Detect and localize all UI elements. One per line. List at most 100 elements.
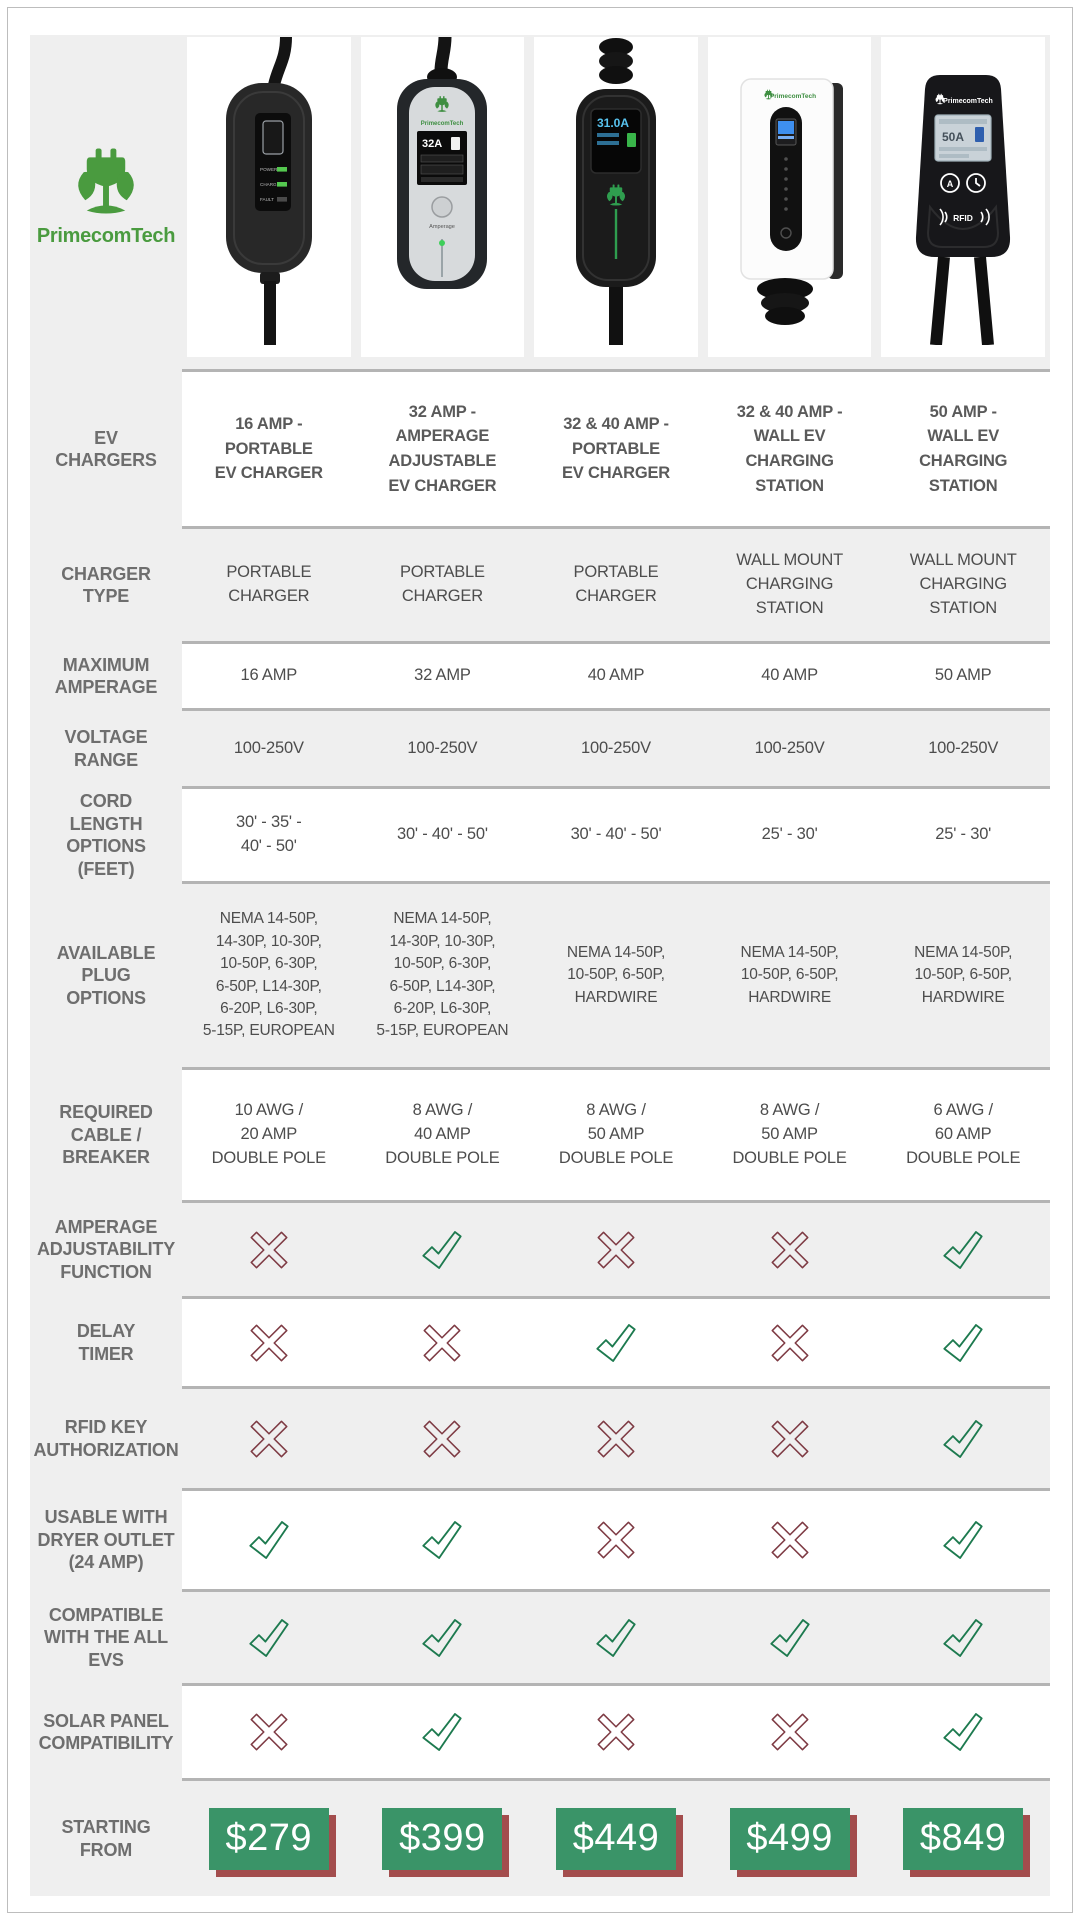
check-icon <box>593 1320 639 1366</box>
cross-icon <box>769 1322 811 1364</box>
spec-value: 8 AWG / 50 AMP DOUBLE POLE <box>732 1101 847 1167</box>
spec-value: NEMA 14-50P, 14-30P, 10-30P, 10-50P, 6-3… <box>202 910 335 1040</box>
cross-icon <box>769 1711 811 1753</box>
product5-rfid-label: RFID <box>953 213 973 223</box>
row-label: AMPERAGE ADJUSTABILITY FUNCTION <box>30 1203 182 1296</box>
row-label: COMPATIBLE WITH THE ALL EVS <box>30 1592 182 1683</box>
check-icon <box>767 1615 813 1661</box>
check-icon <box>419 1227 465 1273</box>
feature-cell <box>182 1299 356 1386</box>
cross-icon <box>595 1229 637 1271</box>
check-icon <box>940 1517 986 1563</box>
spec-value: 25' - 30' <box>935 825 992 844</box>
cross-icon <box>769 1229 811 1271</box>
spec-value: WALL MOUNT CHARGING STATION <box>909 551 1017 617</box>
row-label: DELAY TIMER <box>30 1296 182 1389</box>
table-row-cord-length: CORD LENGTH OPTIONS (FEET) 30' - 35' - 4… <box>30 786 1050 884</box>
feature-mark <box>419 1709 465 1755</box>
spec-value: WALL MOUNT CHARGING STATION <box>736 551 843 617</box>
table-row-solar: SOLAR PANEL COMPATIBILITY <box>30 1683 1050 1781</box>
feature-mark <box>593 1615 639 1661</box>
cross-icon <box>421 1418 463 1460</box>
feature-mark <box>246 1517 292 1563</box>
feature-cell <box>356 1592 530 1683</box>
product2-screen-amps: 32A <box>422 138 442 150</box>
spec-value: 30' - 40' - 50' <box>570 825 662 844</box>
spec-value: 8 AWG / 40 AMP DOUBLE POLE <box>385 1101 500 1167</box>
spec-value: NEMA 14-50P, 10-50P, 6-50P, HARDWIRE <box>566 943 666 1006</box>
feature-cell <box>356 1389 530 1488</box>
cross-icon <box>248 1418 290 1460</box>
price-cell: $399 <box>356 1781 530 1896</box>
brand-logo: PrimecomTech <box>30 35 182 357</box>
feature-cell <box>703 1592 877 1683</box>
check-icon <box>246 1615 292 1661</box>
feature-mark <box>421 1322 463 1364</box>
price-badge: $499 <box>729 1807 850 1870</box>
led-label-power: POWER <box>260 167 278 172</box>
check-icon <box>246 1517 292 1563</box>
feature-cell <box>876 1491 1050 1589</box>
product-image-3: 31.0A <box>534 37 698 357</box>
feature-cell <box>529 1592 703 1683</box>
table-row-voltage: VOLTAGE RANGE 100-250V 100-250V 100-250V… <box>30 711 1050 786</box>
feature-mark <box>940 1227 986 1273</box>
feature-mark <box>769 1418 811 1460</box>
feature-cell <box>529 1491 703 1589</box>
table-row-dryer-outlet: USABLE WITH DRYER OUTLET (24 AMP) <box>30 1488 1050 1592</box>
check-icon <box>419 1615 465 1661</box>
spec-value: 16 AMP <box>240 666 298 685</box>
price-badge: $399 <box>382 1807 503 1870</box>
check-icon <box>419 1709 465 1755</box>
cross-icon <box>248 1322 290 1364</box>
feature-mark <box>595 1418 637 1460</box>
product-title: 32 AMP - AMPERAGE ADJUSTABLE EV CHARGER <box>388 402 497 495</box>
feature-cell <box>529 1299 703 1386</box>
check-icon <box>940 1416 986 1462</box>
feature-mark <box>419 1615 465 1661</box>
table-row-rfid: RFID KEY AUTHORIZATION <box>30 1389 1050 1488</box>
cross-icon <box>421 1322 463 1364</box>
check-icon <box>940 1227 986 1273</box>
spec-value: 6 AWG / 60 AMP DOUBLE POLE <box>906 1101 1021 1167</box>
cross-icon <box>769 1418 811 1460</box>
price-badge: $449 <box>555 1807 676 1870</box>
row-label: EV CHARGERS <box>30 369 182 529</box>
table-row-price: STARTING FROM $279 $399 $449 $499 $849 <box>30 1781 1050 1896</box>
product4-brand: PrimecomTech <box>770 93 816 100</box>
brand-name: PrimecomTech <box>36 224 176 247</box>
product-title: 50 AMP - WALL EV CHARGING STATION <box>919 402 1008 495</box>
price-cell: $499 <box>703 1781 877 1896</box>
spec-value: 8 AWG / 50 AMP DOUBLE POLE <box>558 1101 674 1167</box>
row-label: SOLAR PANEL COMPATIBILITY <box>30 1683 182 1781</box>
spec-value: NEMA 14-50P, 10-50P, 6-50P, HARDWIRE <box>914 943 1013 1006</box>
row-label: AVAILABLE PLUG OPTIONS <box>30 884 182 1067</box>
feature-mark <box>940 1709 986 1755</box>
spec-value: NEMA 14-50P, 10-50P, 6-50P, HARDWIRE <box>740 943 839 1006</box>
product5-screen-amps: 50A <box>942 130 964 144</box>
feature-mark <box>940 1416 986 1462</box>
feature-cell <box>876 1203 1050 1296</box>
spec-value: 100-250V <box>754 738 825 757</box>
feature-cell <box>356 1491 530 1589</box>
table-row-charger-type: CHARGER TYPE PORTABLE CHARGER PORTABLE C… <box>30 529 1050 641</box>
product-image-2: PrimecomTech 32A Amperage <box>360 37 525 357</box>
table-row-amp-adjustability: AMPERAGE ADJUSTABILITY FUNCTION <box>30 1203 1050 1296</box>
feature-cell <box>182 1203 356 1296</box>
spec-value: 40 AMP <box>587 666 645 685</box>
feature-cell <box>182 1491 356 1589</box>
feature-cell <box>703 1299 877 1386</box>
feature-mark <box>940 1517 986 1563</box>
price-cell: $279 <box>182 1781 356 1896</box>
spec-value: 100-250V <box>233 738 304 757</box>
cross-icon <box>595 1711 637 1753</box>
feature-mark <box>595 1519 637 1561</box>
product-image-5: PrimecomTech 50A A RFID <box>881 37 1045 357</box>
svg-text:A: A <box>947 179 954 189</box>
feature-mark <box>248 1229 290 1271</box>
feature-cell <box>529 1686 703 1778</box>
feature-mark <box>421 1418 463 1460</box>
row-label: REQUIRED CABLE / BREAKER <box>30 1067 182 1203</box>
feature-cell <box>356 1299 530 1386</box>
